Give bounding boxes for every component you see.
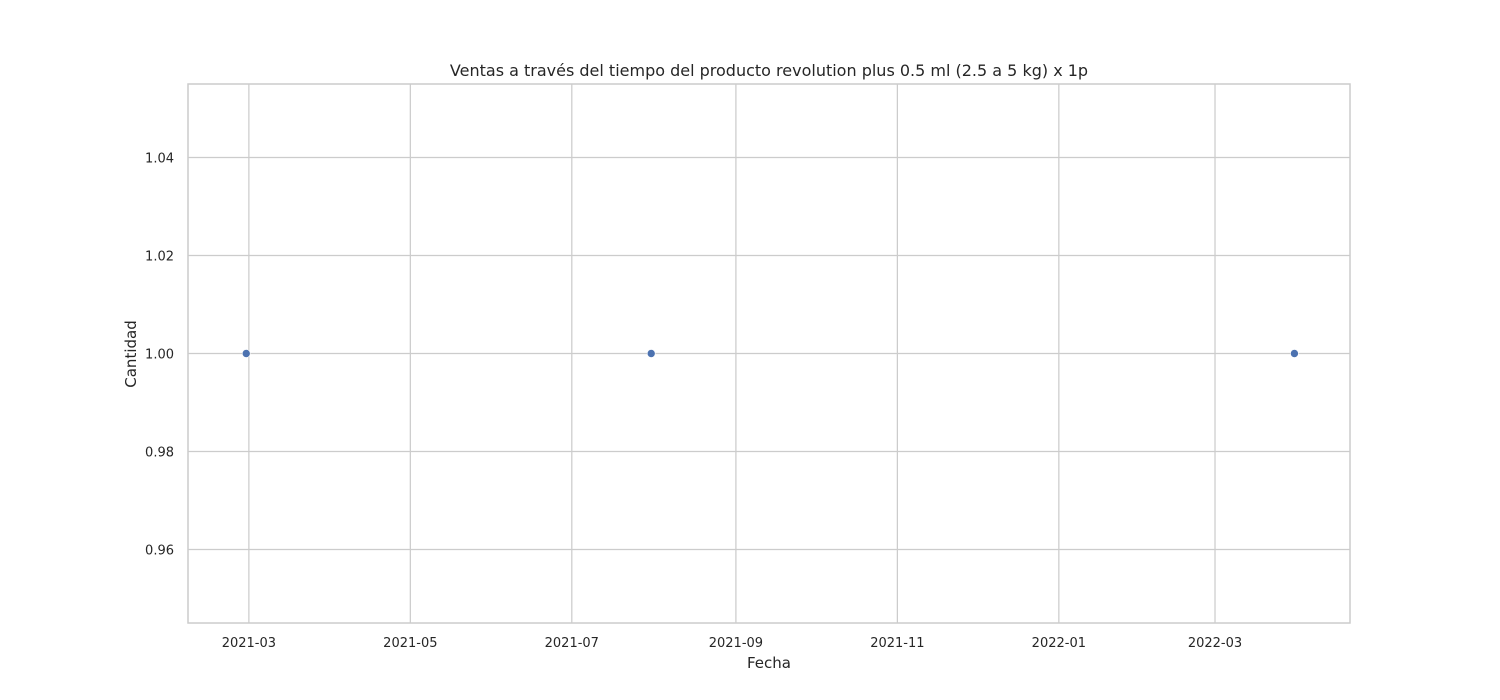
data-point <box>646 349 656 358</box>
x-tick-label: 2021-07 <box>545 636 599 651</box>
y-tick-label: 0.96 <box>145 544 174 559</box>
x-tick-labels: 2021-03 2021-05 2021-07 2021-09 2021-11 2022-… <box>222 636 1242 651</box>
x-axis-label: Fecha <box>747 654 791 672</box>
x-tick-label: 2021-11 <box>870 636 924 651</box>
y-tick-label: 0.98 <box>145 446 174 461</box>
y-tick-label: 1.02 <box>145 250 174 265</box>
x-tick-label: 2021-05 <box>383 636 437 651</box>
data-points <box>241 349 1299 358</box>
plot-area-frame <box>187 83 1351 624</box>
data-point <box>1290 349 1299 358</box>
y-tick-label: 1.04 <box>145 152 174 167</box>
grid-lines <box>188 84 1350 623</box>
x-tick-label: 2021-09 <box>709 636 763 651</box>
chart-title: Ventas a través del tiempo del producto … <box>450 61 1088 80</box>
x-tick-label: 2021-03 <box>222 636 276 651</box>
y-axis-label: Cantidad <box>122 320 140 387</box>
y-tick-label: 1.00 <box>145 348 174 363</box>
y-tick-labels: 0.96 0.98 1.00 1.02 1.04 <box>145 152 174 559</box>
x-tick-label: 2022-03 <box>1188 636 1242 651</box>
data-point <box>241 349 251 358</box>
x-tick-label: 2022-01 <box>1032 636 1086 651</box>
